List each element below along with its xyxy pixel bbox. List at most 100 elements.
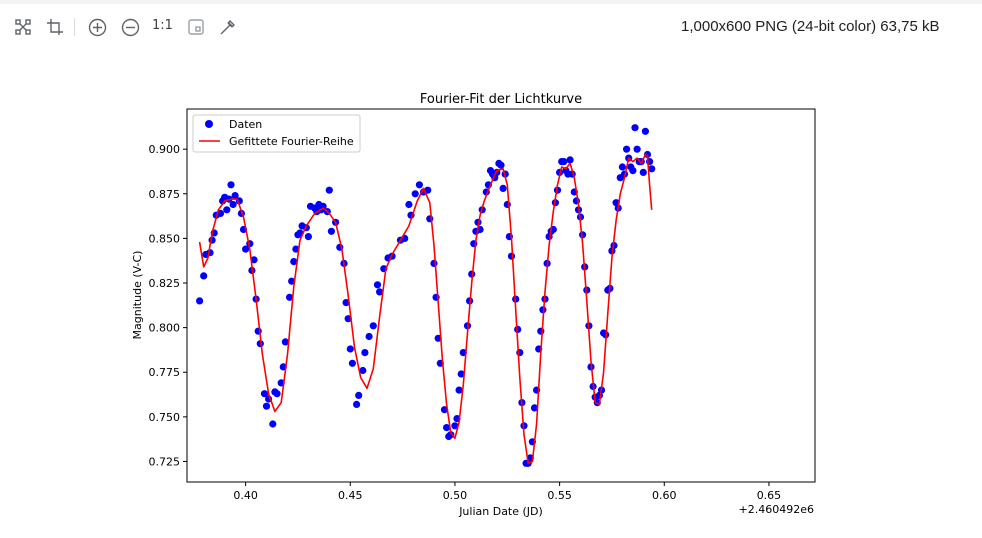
data-point [223,206,231,214]
frame-icon[interactable] [185,16,207,38]
eyedropper-icon[interactable] [217,16,239,38]
y-tick-label: 0.850 [149,232,181,245]
data-point [530,404,539,412]
data-point [415,181,423,189]
data-point [539,306,547,314]
data-point [348,359,356,367]
data-point [537,327,545,335]
y-axis: 0.725 0.750 0.775 0.800 0.825 0.850 0.875 0.900 [149,143,187,468]
data-point [327,227,335,235]
data-point [342,299,350,307]
y-tick-label: 0.750 [149,411,181,424]
data-point [269,420,277,428]
data-point [200,272,208,280]
data-point [304,233,312,241]
data-point [250,256,258,264]
data-point [648,165,656,173]
y-tick-label: 0.725 [149,455,181,468]
data-points [196,124,656,467]
plot-frame [186,108,816,483]
zoom-in-icon[interactable] [86,16,108,38]
data-point [623,145,631,153]
data-point [361,349,369,357]
data-point [281,338,289,346]
data-point [229,200,237,209]
data-point [369,322,377,330]
fourier-fit-line [198,153,653,465]
data-point [242,245,250,253]
y-tick-label: 0.900 [149,143,181,156]
x-tick-label: 0.65 [757,489,782,502]
actual-size-button[interactable]: 1:1 [152,18,173,33]
data-point [457,370,465,378]
data-point [443,424,451,432]
data-point [376,288,384,296]
data-point [566,156,574,164]
data-point [365,332,373,341]
data-point [430,259,438,267]
y-axis-label: Magnitude (V-C) [131,251,144,340]
data-point [346,345,354,353]
data-point [643,150,652,159]
data-point [411,190,419,198]
data-point [325,186,333,194]
data-point [373,281,382,289]
x-tick-label: 0.50 [443,489,468,502]
data-point [497,161,505,169]
data-point [292,245,300,253]
toolbar-separator [74,18,75,36]
data-point [560,158,568,166]
y-tick-label: 0.775 [149,366,181,379]
data-point [227,181,235,189]
legend-marker-daten [205,120,213,128]
zoom-out-icon[interactable] [119,16,141,38]
data-point [639,168,647,176]
data-point [273,390,281,398]
file-info-label: 1,000x600 PNG (24-bit color) 63,75 kB [681,18,940,35]
fit-to-window-icon[interactable] [12,16,34,38]
plot-area [186,108,816,483]
data-point [631,124,639,132]
x-tick-label: 0.45 [338,489,363,502]
data-point [507,252,516,260]
data-point [641,127,650,135]
data-point [451,422,459,430]
legend-box [192,114,361,153]
y-tick-label: 0.875 [149,188,181,201]
data-point [290,258,298,266]
data-point [633,145,641,153]
data-point [355,391,363,399]
data-point [262,402,271,410]
data-point [359,366,367,375]
crop-icon[interactable] [44,16,66,38]
data-point [196,297,204,305]
legend-label-fit: Gefittete Fourier-Reihe [229,135,354,148]
viewer-toolbar: 1:1 1,000x600 PNG (24-bit color) 63,75 k… [0,0,982,56]
y-tick-label: 0.825 [149,277,181,290]
legend-label-daten: Daten [229,118,262,131]
data-point [516,349,524,357]
x-tick-label: 0.55 [547,489,572,502]
data-point [514,325,522,333]
toolbar-top-divider [0,0,982,4]
x-tick-label: 0.60 [652,489,677,502]
x-tick-label: 0.40 [233,489,258,502]
x-axis-label: Julian Date (JD) [458,505,543,518]
data-point [629,167,637,175]
chart-title: Fourier-Fit der Lichtkurve [420,92,582,107]
data-point [618,163,627,171]
x-axis: 0.40 0.45 0.50 0.55 0.60 0.65 [233,482,781,502]
data-point [455,386,463,394]
legend: Daten Gefittete Fourier-Reihe [192,114,361,153]
y-tick-label: 0.800 [149,322,181,335]
data-point [286,293,294,301]
data-point [353,400,361,408]
data-point [260,390,269,398]
data-point [440,406,449,414]
data-point [499,184,507,192]
x-offset-label: +2.460492e6 [739,503,814,516]
data-point [319,202,327,210]
data-point [405,200,413,209]
data-point [231,192,239,200]
